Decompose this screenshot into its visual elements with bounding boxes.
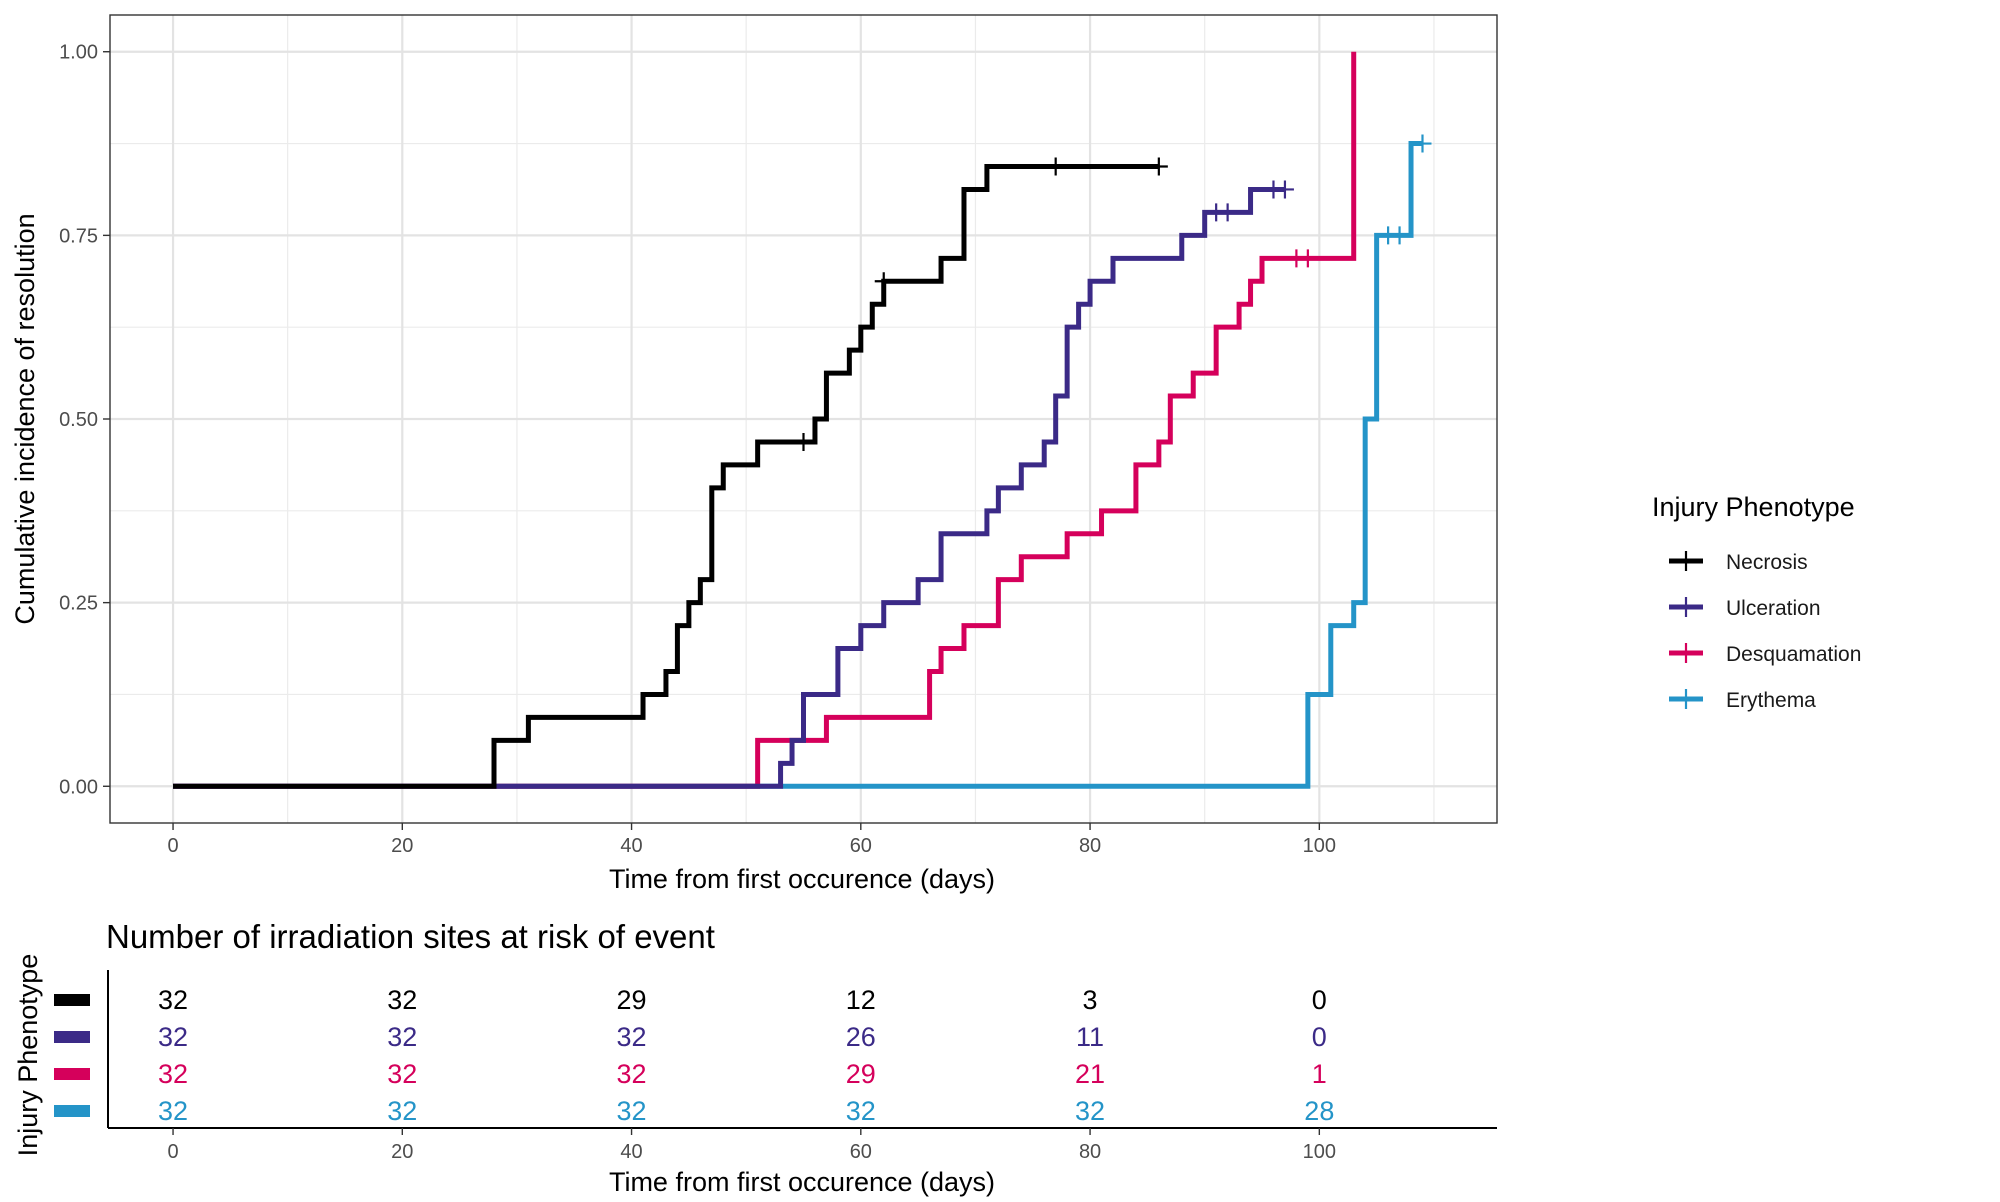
risk-table-title: Number of irradiation sites at risk of e… [106,918,715,955]
risk-count-ulceration: 32 [617,1022,647,1052]
risk-count-necrosis: 3 [1083,985,1098,1015]
x-tick-label: 0 [167,835,178,857]
censor-mark-erythema [1413,134,1432,153]
gridlines [110,15,1497,823]
x-axis: 0 20 40 60 80 100 [167,823,1336,857]
risk-key-necrosis [54,994,90,1006]
y-tick-label: 0.75 [59,225,98,247]
y-tick-label: 1.00 [59,42,98,64]
risk-count-necrosis: 12 [846,985,876,1015]
risk-count-ulceration: 0 [1312,1022,1327,1052]
risk-table-x-axis: 0 20 40 60 80 100 [167,1128,1336,1163]
y-tick-label: 0.25 [59,593,98,615]
risk-x-tick-label: 100 [1303,1141,1336,1163]
series-line-ulceration [173,186,1285,789]
x-tick-label: 100 [1303,835,1336,857]
risk-key-erythema [54,1105,90,1117]
risk-count-ulceration: 11 [1076,1022,1104,1052]
x-tick-label: 40 [620,835,642,857]
risk-x-tick-label: 80 [1079,1141,1101,1163]
censor-mark-erythema [1390,226,1409,245]
censor-mark-necrosis [794,432,813,451]
legend-label-erythema: Erythema [1726,689,1816,712]
y-tick-label: 0.50 [59,409,98,431]
risk-count-necrosis: 29 [617,985,647,1015]
risk-count-erythema: 32 [158,1096,188,1126]
series-group [173,51,1432,789]
risk-count-erythema: 28 [1304,1096,1334,1126]
risk-x-tick-label: 60 [850,1141,872,1163]
y-tick-label: 0.00 [59,776,98,798]
censor-mark-necrosis [1149,157,1168,176]
x-tick-label: 20 [391,835,413,857]
legend-label-desquamation: Desquamation [1726,643,1861,666]
risk-count-desquamation: 32 [617,1059,647,1089]
censor-mark-ulceration [1218,203,1237,222]
risk-count-necrosis: 0 [1312,985,1327,1015]
series-line-desquamation [173,51,1357,789]
risk-count-erythema: 32 [1075,1096,1105,1126]
risk-key-desquamation [54,1068,90,1080]
risk-count-desquamation: 32 [387,1059,417,1089]
risk-table-x-axis-label: Time from first occurence (days) [609,1167,995,1197]
legend: Injury Phenotype Necrosis Ulceration Desqu… [1652,492,1861,712]
risk-table-keys [54,994,90,1117]
risk-count-ulceration: 32 [387,1022,417,1052]
y-axis-label: Cumulative incidence of resolution [10,213,40,624]
risk-table: Number of irradiation sites at risk of e… [13,918,1497,1197]
legend-items: Necrosis Ulceration Desquamation Erythema [1669,551,1861,712]
risk-count-erythema: 32 [617,1096,647,1126]
censor-mark-ulceration [1275,180,1294,199]
risk-count-erythema: 32 [846,1096,876,1126]
legend-title: Injury Phenotype [1652,492,1855,522]
censor-mark-necrosis [1046,157,1065,176]
risk-count-erythema: 32 [387,1096,417,1126]
risk-x-tick-label: 0 [167,1141,178,1163]
risk-key-ulceration [54,1031,90,1043]
risk-table-rows: 32 32 29 12 3 0 32 32 32 26 11 0 32 32 32 29 21 1 32 32 32 32… [158,985,1334,1126]
x-tick-label: 80 [1079,835,1101,857]
risk-count-desquamation: 21 [1075,1059,1105,1089]
risk-x-tick-label: 40 [620,1141,642,1163]
risk-count-necrosis: 32 [387,985,417,1015]
x-tick-label: 60 [850,835,872,857]
legend-label-ulceration: Ulceration [1726,597,1821,620]
legend-label-necrosis: Necrosis [1726,551,1808,574]
x-axis-label: Time from first occurence (days) [609,864,995,894]
risk-count-desquamation: 32 [158,1059,188,1089]
series-line-necrosis [173,164,1159,789]
censor-mark-necrosis [874,272,893,291]
risk-count-desquamation: 29 [846,1059,876,1089]
risk-count-necrosis: 32 [158,985,188,1015]
risk-count-ulceration: 32 [158,1022,188,1052]
risk-x-tick-label: 20 [391,1141,413,1163]
risk-table-y-axis-label: Injury Phenotype [13,954,43,1157]
incidence-plot: 0 20 40 60 80 100 0.00 0.25 0.50 0.75 1.00 Time f… [10,14,1498,894]
y-axis: 0.00 0.25 0.50 0.75 1.00 [59,42,110,798]
risk-count-ulceration: 26 [846,1022,876,1052]
risk-count-desquamation: 1 [1312,1059,1327,1089]
censor-mark-desquamation [1298,249,1317,268]
